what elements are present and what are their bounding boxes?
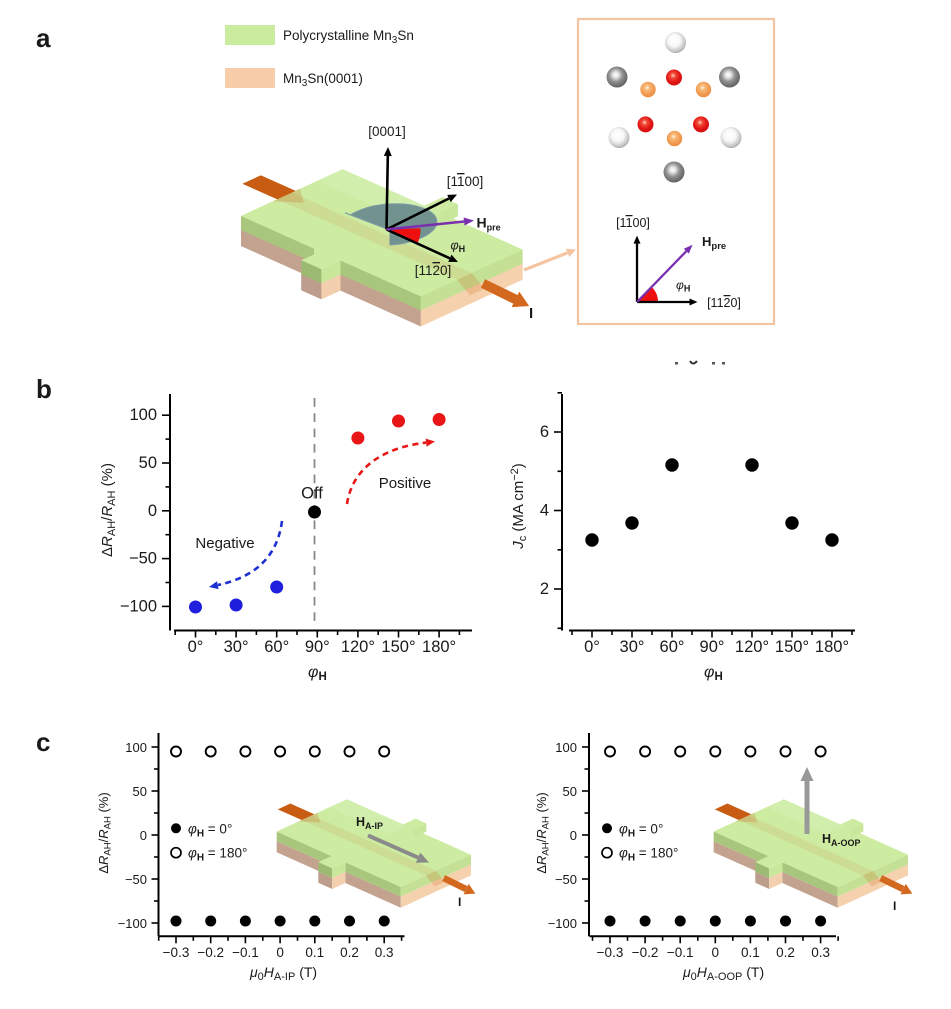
svg-text:0.3: 0.3 [375,945,394,960]
svg-text:180°: 180° [422,638,456,656]
svg-text:100: 100 [555,740,577,755]
svg-text:Polycrystalline Mn3Sn: Polycrystalline Mn3Sn [283,28,414,46]
svg-text:0.1: 0.1 [741,945,760,960]
svg-text:100: 100 [129,406,157,424]
svg-text:150°: 150° [381,638,415,656]
svg-text:180°: 180° [815,638,849,656]
svg-text:50: 50 [563,784,577,799]
svg-text:Jc (MA cm−2): Jc (MA cm−2) [509,463,529,550]
svg-text:[1100]: [1100] [447,174,484,189]
svg-text:0.2: 0.2 [776,945,795,960]
svg-text:c: c [36,727,50,757]
svg-text:a: a [36,23,51,53]
svg-text:0.3: 0.3 [811,945,830,960]
svg-text:30°: 30° [224,638,249,656]
svg-text:−0.2: −0.2 [632,945,659,960]
svg-text:[1120]: [1120] [707,296,741,310]
svg-text:I: I [529,305,533,322]
svg-text:ΔRAH/RAH (%): ΔRAH/RAH (%) [534,792,552,873]
svg-text:6: 6 [540,423,549,441]
svg-text:−0.2: −0.2 [197,945,224,960]
svg-text:b: b [36,374,52,404]
svg-text:φH = 0°: φH = 0° [188,821,232,839]
svg-text:φH: φH [308,664,327,683]
svg-text:Off: Off [301,485,323,503]
svg-text:−50: −50 [125,872,147,887]
svg-text:50: 50 [139,454,157,472]
svg-text:I: I [458,895,461,909]
svg-text:ΔRAH/RAH (%): ΔRAH/RAH (%) [99,463,118,557]
svg-text:−0.3: −0.3 [163,945,190,960]
svg-text:φH = 180°: φH = 180° [188,846,247,864]
svg-text:2: 2 [540,580,549,598]
svg-text:0: 0 [712,945,720,960]
svg-text:μ0HA-IP (T): μ0HA-IP (T) [249,964,317,983]
svg-text:0.2: 0.2 [340,945,359,960]
svg-text:I: I [893,899,896,913]
svg-text:−0.3: −0.3 [597,945,624,960]
svg-text:0: 0 [148,502,157,520]
svg-text:0°: 0° [188,638,204,656]
svg-text:0: 0 [570,828,577,843]
svg-text:150°: 150° [775,638,809,656]
svg-text:−100: −100 [118,916,147,931]
svg-text:[0001]: [0001] [368,124,406,139]
svg-text:−100: −100 [120,597,157,615]
svg-text:[1120]: [1120] [415,263,452,278]
svg-text:−100: −100 [548,916,577,931]
svg-text:−50: −50 [129,550,157,568]
svg-text:[1100]: [1100] [616,216,650,230]
svg-text:−50: −50 [555,872,577,887]
svg-text:60°: 60° [264,638,289,656]
svg-text:Mn3Sn(0001): Mn3Sn(0001) [283,71,363,89]
svg-text:0.1: 0.1 [305,945,324,960]
svg-text:0°: 0° [584,638,600,656]
svg-text:Hpre: Hpre [477,215,501,233]
svg-text:φH: φH [704,664,723,683]
svg-text:0: 0 [140,828,147,843]
svg-text:90°: 90° [305,638,330,656]
svg-text:Negative: Negative [195,535,254,552]
svg-text:120°: 120° [735,638,769,656]
svg-text:Positive: Positive [379,475,432,492]
svg-text:100: 100 [125,740,147,755]
svg-text:φH = 180°: φH = 180° [619,846,678,864]
svg-text:4: 4 [540,502,549,520]
svg-text:−0.1: −0.1 [232,945,259,960]
svg-text:90°: 90° [700,638,725,656]
svg-text:ΔRAH/RAH (%): ΔRAH/RAH (%) [96,792,114,873]
svg-text:50: 50 [133,784,147,799]
svg-text:120°: 120° [341,638,375,656]
svg-text:60°: 60° [660,638,685,656]
svg-text:−0.1: −0.1 [667,945,694,960]
svg-text:0: 0 [276,945,284,960]
svg-text:μ0HA-OOP (T): μ0HA-OOP (T) [682,964,764,983]
svg-text:φH = 0°: φH = 0° [619,821,663,839]
svg-text:30°: 30° [620,638,645,656]
